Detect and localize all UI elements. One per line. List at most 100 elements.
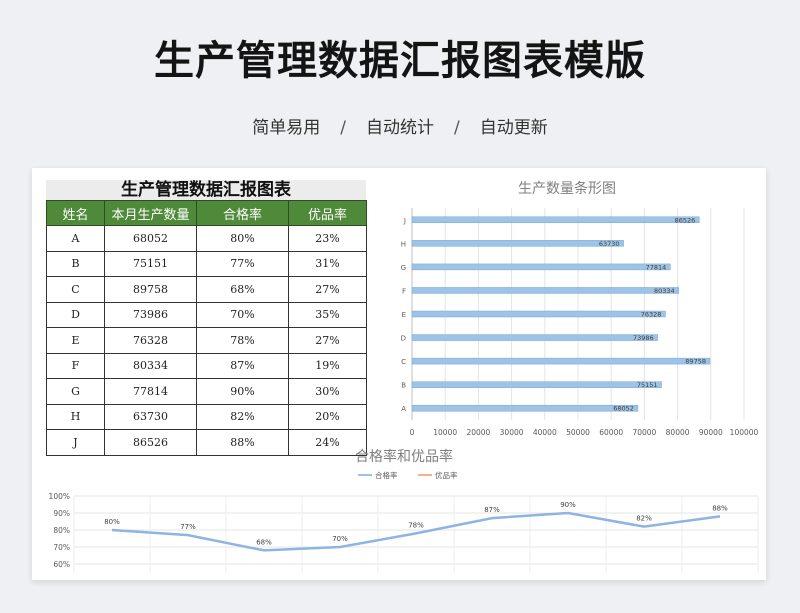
bar-x-tick-label: 90000 xyxy=(699,428,723,437)
bar-category-label: E xyxy=(402,311,406,319)
cell-name[interactable]: H xyxy=(46,403,105,430)
line-data-label: 87% xyxy=(484,506,500,514)
bar-data-label: 76328 xyxy=(641,311,662,319)
subtitle-item-auto-stats: 自动统计 xyxy=(366,118,434,138)
table-row: J 86526 88% 24% xyxy=(46,429,367,456)
cell-excellent-rate[interactable]: 27% xyxy=(288,327,367,354)
cell-name[interactable]: E xyxy=(46,327,105,354)
bar-data-label: 89758 xyxy=(685,358,706,366)
cell-name[interactable]: G xyxy=(46,378,105,405)
cell-pass-rate[interactable]: 77% xyxy=(196,250,289,277)
cell-pass-rate[interactable]: 80% xyxy=(196,225,289,252)
cell-excellent-rate[interactable]: 31% xyxy=(288,250,367,277)
cell-quantity[interactable]: 73986 xyxy=(104,301,197,328)
line-data-label: 80% xyxy=(104,518,120,526)
bar-data-label: 73986 xyxy=(633,334,654,342)
data-table: 姓名 本月生产数量 合格率 优品率 A 68052 80% 23% B 75151 77% 3… xyxy=(46,200,367,456)
cell-pass-rate[interactable]: 78% xyxy=(196,327,289,354)
line-y-tick-label: 90% xyxy=(53,509,70,518)
line-data-label: 70% xyxy=(332,535,348,543)
bar-category-label: H xyxy=(401,240,406,248)
bar-category-label: D xyxy=(401,335,406,343)
table-row: E 76328 78% 27% xyxy=(46,327,367,354)
bar-A xyxy=(411,404,639,412)
cell-quantity[interactable]: 76328 xyxy=(104,327,197,354)
table-header-row: 姓名 本月生产数量 合格率 优品率 xyxy=(46,200,367,226)
line-data-label: 88% xyxy=(712,504,728,512)
bar-x-tick-label: 100000 xyxy=(730,428,759,437)
bar-data-label: 63730 xyxy=(599,240,620,248)
bar-D xyxy=(411,334,658,341)
table-row: C 89758 68% 27% xyxy=(46,276,367,303)
legend-label: 优品率 xyxy=(435,470,458,480)
spreadsheet-preview: 生产管理数据汇报图表 姓名 本月生产数量 合格率 优品率 A 68052 80% 23… xyxy=(32,168,766,580)
header-name: 姓名 xyxy=(46,200,105,226)
cell-pass-rate[interactable]: 82% xyxy=(196,403,289,430)
subtitle-item-easy: 简单易用 xyxy=(252,118,321,138)
cell-excellent-rate[interactable]: 23% xyxy=(288,225,367,252)
cell-excellent-rate[interactable]: 35% xyxy=(288,301,367,328)
cell-excellent-rate[interactable]: 30% xyxy=(288,378,367,405)
line-data-label: 77% xyxy=(180,523,196,531)
line-y-tick-label: 100% xyxy=(49,492,70,501)
cell-excellent-rate[interactable]: 24% xyxy=(288,429,367,456)
bar-data-label: 80334 xyxy=(654,287,675,295)
cell-name[interactable]: F xyxy=(46,352,105,379)
line-data-label: 82% xyxy=(636,515,652,523)
bar-category-label: C xyxy=(401,358,406,366)
bar-category-label: B xyxy=(401,382,406,390)
bar-category-label: A xyxy=(401,405,406,413)
cell-quantity[interactable]: 63730 xyxy=(104,403,197,430)
table-row: H 63730 82% 20% xyxy=(46,403,367,430)
cell-excellent-rate[interactable]: 27% xyxy=(288,276,367,303)
bar-data-label: 68052 xyxy=(613,405,634,413)
bar-x-tick-label: 50000 xyxy=(566,428,590,437)
cell-excellent-rate[interactable]: 19% xyxy=(288,352,367,379)
cell-quantity[interactable]: 89758 xyxy=(104,276,197,303)
cell-quantity[interactable]: 80334 xyxy=(104,352,197,379)
cell-pass-rate[interactable]: 90% xyxy=(196,378,289,405)
page-title: 生产管理数据汇报图表模版 xyxy=(154,38,646,84)
bar-C xyxy=(411,357,711,365)
data-table-section: 生产管理数据汇报图表 姓名 本月生产数量 合格率 优品率 A 68052 80% 23… xyxy=(46,180,367,456)
header-quantity: 本月生产数量 xyxy=(104,200,197,226)
bar-data-label: 86526 xyxy=(675,216,696,224)
bar-B xyxy=(411,381,662,388)
cell-quantity[interactable]: 75151 xyxy=(104,250,197,277)
cell-pass-rate[interactable]: 70% xyxy=(196,301,289,328)
header-excellent-rate: 优品率 xyxy=(288,200,367,226)
table-row: A 68052 80% 23% xyxy=(46,225,367,252)
bar-x-tick-label: 60000 xyxy=(599,428,623,437)
table-row: D 73986 70% 35% xyxy=(46,301,367,328)
bar-x-tick-label: 0 xyxy=(410,428,415,437)
bar-x-tick-label: 80000 xyxy=(666,428,690,437)
cell-name[interactable]: D xyxy=(46,301,105,328)
cell-name[interactable]: B xyxy=(46,250,105,277)
series-pass-rate-line xyxy=(111,511,721,552)
cell-quantity[interactable]: 77814 xyxy=(104,378,197,405)
line-y-tick-label: 80% xyxy=(53,526,70,535)
table-title: 生产管理数据汇报图表 xyxy=(46,180,366,200)
bar-x-tick-label: 10000 xyxy=(433,428,457,437)
bar-x-tick-label: 20000 xyxy=(466,428,490,437)
bar-G xyxy=(411,263,671,271)
legend-label: 合格率 xyxy=(375,470,398,480)
bar-data-label: 75151 xyxy=(637,381,658,389)
bar-category-label: J xyxy=(403,217,406,225)
subtitle-item-auto-update: 自动更新 xyxy=(479,118,548,138)
header-pass-rate: 合格率 xyxy=(196,200,289,226)
bar-chart-title: 生产数量条形图 xyxy=(518,180,616,197)
line-data-label: 68% xyxy=(256,538,272,546)
subtitle-separator: / xyxy=(340,118,346,138)
bar-x-tick-label: 70000 xyxy=(632,428,656,437)
cell-name[interactable]: J xyxy=(46,429,105,456)
line-y-tick-label: 70% xyxy=(53,543,70,552)
cell-pass-rate[interactable]: 87% xyxy=(196,352,289,379)
cell-pass-rate[interactable]: 68% xyxy=(196,276,289,303)
line-chart-title: 合格率和优品率 xyxy=(355,448,453,465)
cell-quantity[interactable]: 68052 xyxy=(104,225,197,252)
cell-name[interactable]: A xyxy=(46,225,105,252)
cell-excellent-rate[interactable]: 20% xyxy=(288,403,367,430)
cell-name[interactable]: C xyxy=(46,276,105,303)
